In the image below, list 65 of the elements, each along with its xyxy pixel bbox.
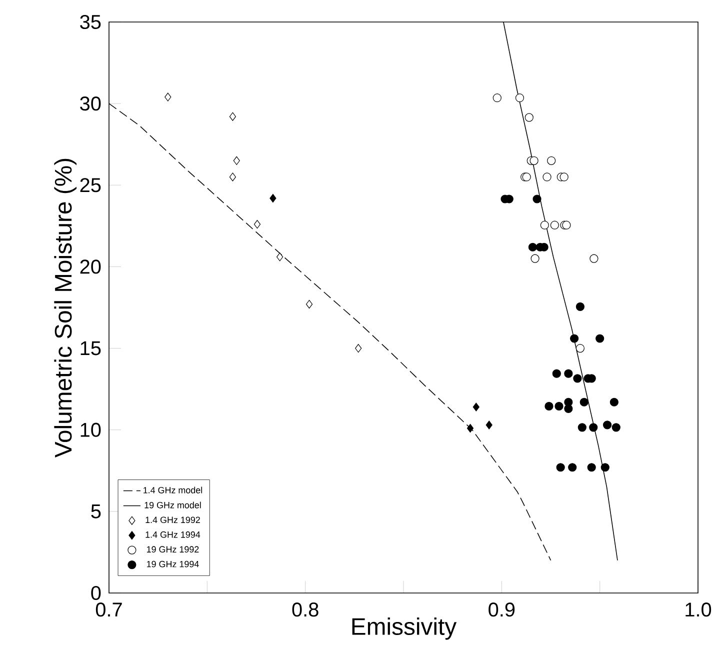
point <box>564 369 573 378</box>
point <box>540 220 549 230</box>
point <box>610 398 618 406</box>
point <box>524 113 534 122</box>
point <box>568 463 577 472</box>
point <box>306 300 313 309</box>
point <box>355 344 362 353</box>
point <box>580 398 588 406</box>
point <box>515 94 524 102</box>
point <box>547 156 556 165</box>
legend-label: 19 GHz 1994 <box>147 560 199 568</box>
legend-label: 1.4 GHz 1994 <box>146 531 200 538</box>
point <box>276 252 284 262</box>
point <box>254 220 261 229</box>
point <box>560 172 568 182</box>
y-tick-label: 35 <box>80 14 101 30</box>
x-tick-label: 0.7 <box>96 602 122 617</box>
point <box>554 402 564 410</box>
point <box>550 220 559 230</box>
point <box>600 463 610 472</box>
point <box>229 172 236 182</box>
point <box>164 92 172 102</box>
x-tick-label: 1.0 <box>686 602 712 617</box>
y-tick-label: 25 <box>80 178 101 192</box>
point <box>587 463 596 472</box>
point <box>530 254 540 263</box>
point <box>590 254 598 263</box>
point <box>270 194 276 202</box>
point <box>564 404 573 413</box>
point <box>544 402 554 410</box>
point <box>233 156 240 165</box>
point <box>576 344 585 353</box>
point <box>570 334 579 343</box>
point <box>602 420 612 430</box>
y-axis-title: Volumetric Soil Moisture (%) <box>54 158 76 458</box>
point <box>492 94 502 102</box>
legend-label: 19 GHz model <box>144 502 201 508</box>
y-tick-label: 5 <box>91 504 101 518</box>
point <box>532 194 542 204</box>
legend-label: 1.4 GHz model <box>144 486 202 494</box>
y-tick-label: 10 <box>80 422 101 437</box>
y-tick-label: 20 <box>80 260 101 274</box>
y-tick-label: 30 <box>80 96 101 111</box>
point <box>576 302 585 311</box>
x-tick-label: 0.9 <box>488 602 515 617</box>
point <box>612 423 620 432</box>
point <box>229 112 236 121</box>
point <box>589 423 598 432</box>
point <box>486 420 492 430</box>
x-tick-label: 0.8 <box>292 602 318 617</box>
y-tick-label: 0 <box>91 586 101 600</box>
legend-label: 19 GHz 1992 <box>147 546 199 553</box>
point <box>596 334 604 343</box>
point <box>542 172 552 182</box>
point <box>556 463 565 472</box>
legend-label: 1.4 GHz 1992 <box>146 516 200 524</box>
point <box>578 423 586 432</box>
point <box>552 369 561 378</box>
point <box>528 242 537 252</box>
y-tick-label: 15 <box>80 341 101 356</box>
point <box>472 402 480 412</box>
point <box>466 424 474 433</box>
x-axis-title: Emissivity <box>352 617 457 640</box>
point <box>530 156 538 165</box>
point <box>573 374 582 383</box>
